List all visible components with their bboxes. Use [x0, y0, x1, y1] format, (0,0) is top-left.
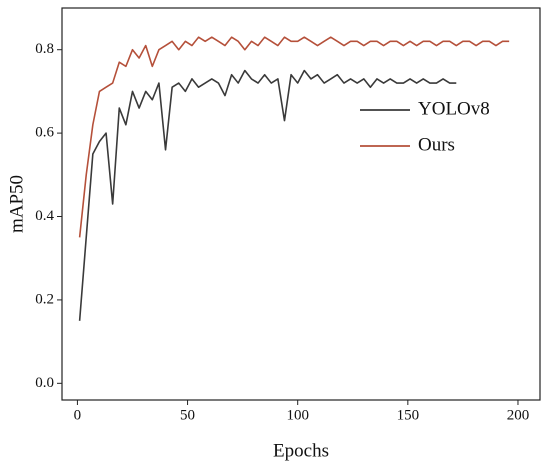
y-tick-label: 0.6 — [35, 125, 54, 141]
y-tick-label: 0.4 — [35, 208, 54, 224]
x-tick-label: 0 — [74, 407, 82, 423]
y-axis-label: mAP50 — [6, 175, 27, 233]
y-tick-label: 0.0 — [35, 375, 54, 391]
plot-frame — [61, 7, 541, 401]
x-tick-label: 150 — [397, 407, 420, 423]
x-tick-label: 50 — [180, 407, 195, 423]
series-line — [78, 36, 510, 238]
y-tick-label: 0.2 — [35, 291, 54, 307]
y-tick-label: 0.8 — [35, 41, 54, 57]
legend-label: Ours — [418, 134, 455, 155]
series-line — [78, 69, 457, 321]
x-tick-label: 200 — [507, 407, 530, 423]
x-tick-label: 100 — [286, 407, 309, 423]
legend-label: YOLOv8 — [418, 98, 490, 119]
x-axis-label: Epochs — [273, 440, 329, 461]
